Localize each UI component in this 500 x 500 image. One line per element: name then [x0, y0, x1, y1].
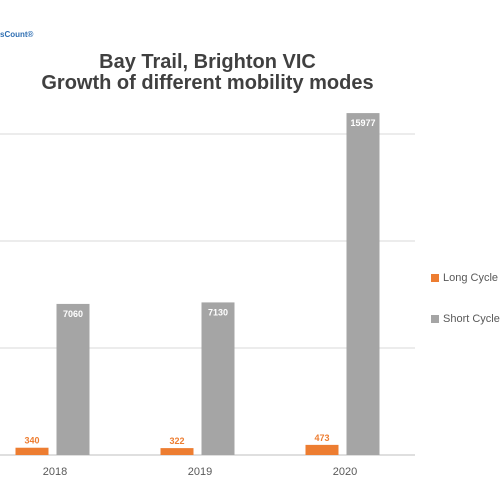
data-label: 340	[24, 436, 39, 446]
bar-long-cycle-2019[interactable]	[160, 448, 194, 455]
logo: sCount®	[0, 30, 34, 39]
bar-long-cycle-2018[interactable]	[15, 447, 49, 455]
x-axis-ticks: 2018 2019 2020	[43, 466, 357, 478]
bar-short-cycle-2019[interactable]	[201, 302, 235, 455]
x-tick-label: 2018	[43, 466, 67, 478]
data-label: 473	[314, 433, 329, 443]
legend-item-short-cycle[interactable]: Short Cycle	[431, 313, 500, 325]
bar-short-cycle-2020[interactable]	[346, 113, 380, 456]
legend-label-short-cycle: Short Cycle	[443, 313, 500, 325]
legend-swatch-long-cycle	[431, 274, 439, 282]
bar-long-cycle-2020[interactable]	[305, 444, 339, 455]
data-labels: 340 7060 322 7130 473 15977	[24, 118, 375, 446]
chart-title-line-1: Bay Trail, Brighton VIC	[99, 51, 316, 73]
data-label: 15977	[350, 118, 375, 128]
legend-item-long-cycle[interactable]: Long Cycle	[431, 272, 498, 284]
bar-short-cycle-2018[interactable]	[56, 303, 90, 455]
data-label: 7060	[63, 309, 83, 319]
x-tick-label: 2019	[188, 466, 212, 478]
bars	[15, 113, 380, 456]
data-label: 7130	[208, 307, 228, 317]
legend-label-long-cycle: Long Cycle	[443, 272, 499, 284]
x-tick-label: 2020	[333, 466, 357, 478]
legend-swatch-short-cycle	[431, 315, 439, 323]
chart-title-line-2: Growth of different mobility modes	[41, 72, 374, 94]
data-label: 322	[169, 436, 184, 446]
